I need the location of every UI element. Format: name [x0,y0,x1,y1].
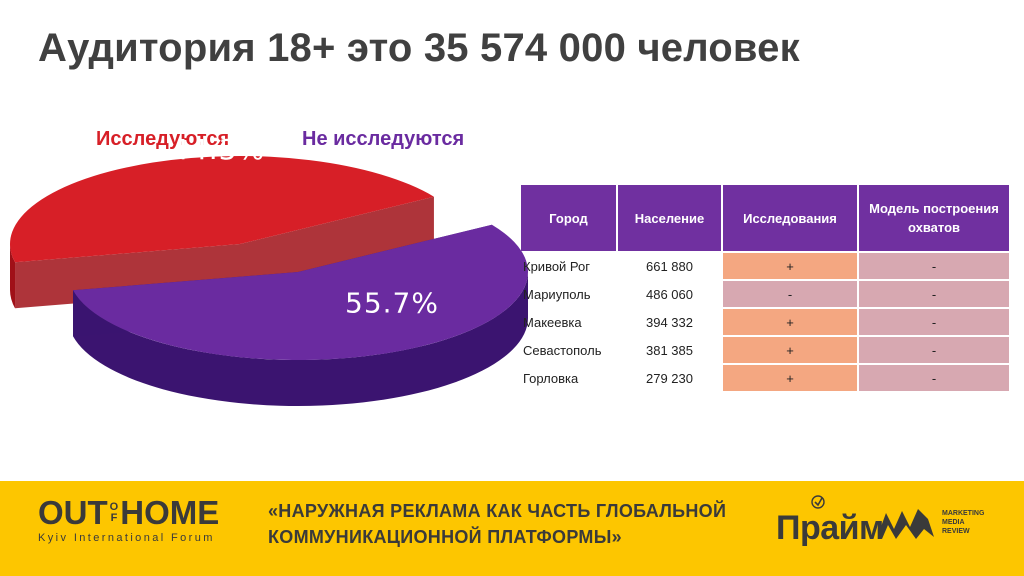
table-row: Макеевка 394 332 + - [521,309,1009,335]
forum-slogan: «НАРУЖНАЯ РЕКЛАМА КАК ЧАСТЬ ГЛОБАЛЬНОЙ К… [268,498,726,550]
header-research: Исследования [723,185,857,251]
cell-research: - [723,281,857,307]
cell-city: Макеевка [523,314,582,330]
mmr-line-2: MEDIA [942,519,965,526]
cell-research: + [723,337,857,363]
cell-population: 279 230 [646,370,693,386]
header-model: Модель построения охватов [859,185,1009,251]
pie-slice-top [73,224,528,360]
mmr-logo-icon [878,509,934,539]
cell-research: + [723,253,857,279]
cell-research: + [723,365,857,391]
prime-check-icon [811,495,825,509]
cell-model: - [859,309,1009,335]
prime-logo: Прайм [776,509,884,547]
mmr-line-3: REVIEW [942,528,970,535]
pie-value-label: 44.3% [171,133,265,166]
cell-city: Горловка [523,370,579,386]
cell-city: Кривой Рог [523,258,590,274]
slogan-line-1: «НАРУЖНАЯ РЕКЛАМА КАК ЧАСТЬ ГЛОБАЛЬНОЙ [268,501,727,521]
cell-population: 381 385 [646,342,693,358]
legend-not-researched: Не исследуются [302,128,465,150]
legend-researched: Исследуются [96,128,230,150]
pie-slice-1: 55.7% [73,224,528,407]
header-city: Город [521,185,616,251]
table-row: Кривой Рог 661 880 + - [521,253,1009,279]
out-of-home-logo: OUT O F HOME Kyiv International Forum [38,494,220,545]
cell-population: 394 332 [646,314,693,330]
pie-slice-top [9,155,434,263]
logo-of-bottom: F [110,512,118,524]
table-row: Горловка 279 230 + - [521,365,1009,391]
table-row: Севастополь 381 385 + - [521,337,1009,363]
cell-model: - [859,337,1009,363]
logo-subtitle: Kyiv International Forum [38,532,215,544]
mmr-logo-text: MARKETING MEDIA REVIEW [942,509,984,536]
pie-slice-side [10,244,16,309]
logo-of: O F [110,502,119,524]
footer-bar: OUT O F HOME Kyiv International Forum «Н… [0,481,1024,576]
pie-slice-0: 44.3% [9,133,434,309]
cell-model: - [859,253,1009,279]
table-header-row: Город Население Исследования Модель пост… [521,185,1009,251]
pie-slice-cut [240,196,434,290]
cell-population: 661 880 [646,258,693,274]
logo-of-top: O [109,501,119,513]
logo-out: OUT [38,494,108,531]
mmr-line-1: MARKETING [942,510,985,517]
cell-research: + [723,309,857,335]
logo-home: HOME [120,494,220,531]
cities-table: Город Население Исследования Модель пост… [519,183,1011,393]
pie-chart: 44.3% 55.7% [9,133,528,407]
cell-city: Мариуполь [523,286,591,302]
cell-population: 486 060 [646,286,693,302]
cell-city: Севастополь [523,342,602,358]
header-population: Население [618,185,721,251]
pie-value-label: 55.7% [345,286,439,319]
cell-model: - [859,365,1009,391]
cell-model: - [859,281,1009,307]
slogan-line-2: КОММУНИКАЦИОННОЙ ПЛАТФОРМЫ» [268,527,622,547]
table-row: Мариуполь 486 060 - - [521,281,1009,307]
pie-slice-side [73,272,528,407]
page-title: Аудитория 18+ это 35 574 000 человек [38,26,800,70]
